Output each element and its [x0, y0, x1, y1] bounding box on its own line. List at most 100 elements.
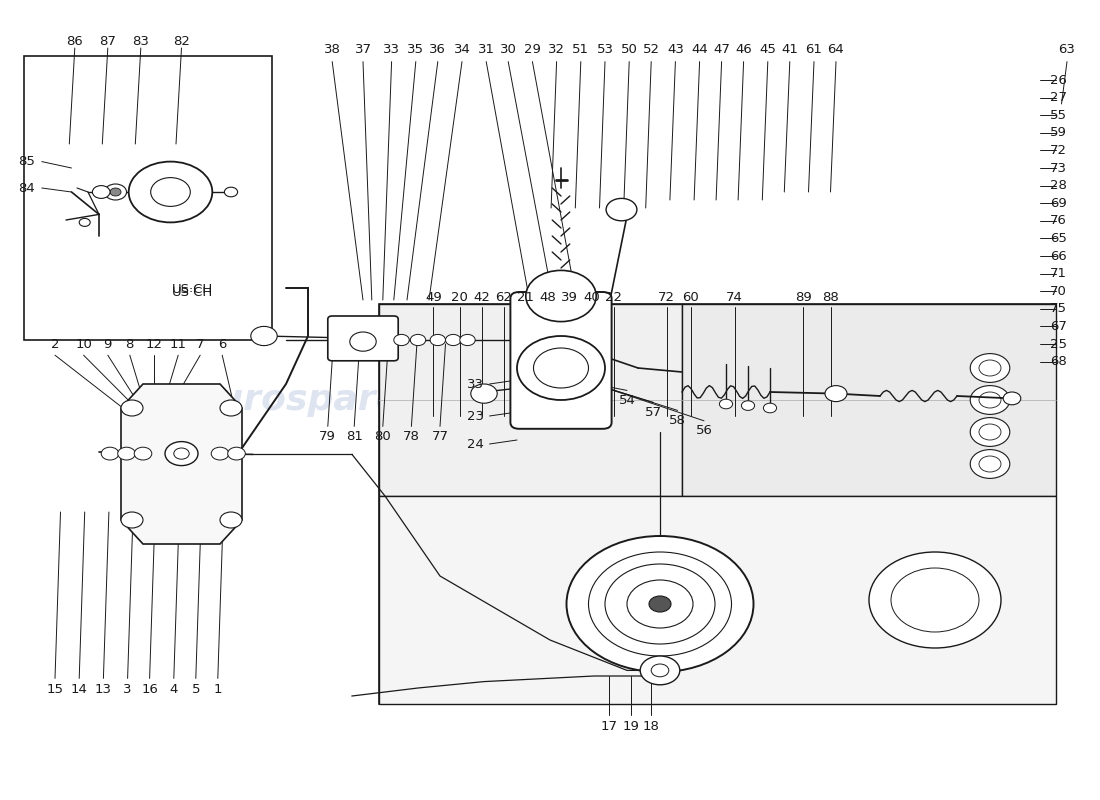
- Text: US·CH: US·CH: [172, 286, 213, 298]
- Text: 26: 26: [1050, 74, 1067, 86]
- Circle shape: [101, 447, 119, 460]
- Text: 9: 9: [103, 338, 112, 350]
- Circle shape: [651, 664, 669, 677]
- Circle shape: [446, 334, 461, 346]
- Circle shape: [979, 392, 1001, 408]
- Text: 2: 2: [51, 338, 59, 350]
- Text: 20: 20: [451, 291, 469, 304]
- Text: 57: 57: [645, 406, 662, 418]
- Text: 85: 85: [19, 155, 35, 168]
- Circle shape: [121, 400, 143, 416]
- Text: 49: 49: [425, 291, 442, 304]
- Text: 33: 33: [383, 43, 400, 56]
- Text: 43: 43: [667, 43, 684, 56]
- Text: 62: 62: [495, 291, 513, 304]
- Text: 47: 47: [713, 43, 730, 56]
- Text: 19: 19: [623, 720, 640, 733]
- Polygon shape: [379, 496, 1056, 704]
- Text: 81: 81: [345, 430, 363, 442]
- Text: 76: 76: [1050, 214, 1067, 227]
- Text: 11: 11: [169, 338, 187, 350]
- Text: 17: 17: [601, 720, 618, 733]
- Circle shape: [211, 447, 229, 460]
- Circle shape: [220, 512, 242, 528]
- Text: 1: 1: [213, 683, 222, 696]
- Circle shape: [970, 450, 1010, 478]
- Text: 12: 12: [145, 338, 163, 350]
- Circle shape: [118, 447, 135, 460]
- Circle shape: [410, 334, 426, 346]
- Text: 36: 36: [429, 43, 447, 56]
- Circle shape: [165, 442, 198, 466]
- Text: 7: 7: [196, 338, 205, 350]
- Polygon shape: [121, 384, 242, 544]
- Circle shape: [640, 656, 680, 685]
- Text: 55: 55: [1050, 109, 1067, 122]
- Text: 8: 8: [125, 338, 134, 350]
- Text: 39: 39: [561, 291, 579, 304]
- Text: 51: 51: [572, 43, 590, 56]
- Circle shape: [970, 418, 1010, 446]
- Text: 31: 31: [477, 43, 495, 56]
- Text: 66: 66: [1050, 250, 1067, 262]
- Circle shape: [869, 552, 1001, 648]
- Text: 48: 48: [539, 291, 557, 304]
- Text: 50: 50: [620, 43, 638, 56]
- Text: 60: 60: [682, 291, 700, 304]
- Text: 6: 6: [218, 338, 227, 350]
- Text: 24: 24: [468, 438, 484, 450]
- Text: 22: 22: [605, 291, 623, 304]
- Text: 25: 25: [1050, 338, 1067, 350]
- Circle shape: [129, 162, 212, 222]
- Circle shape: [220, 400, 242, 416]
- Circle shape: [719, 399, 733, 409]
- Text: 63: 63: [1058, 43, 1076, 56]
- Circle shape: [588, 552, 732, 656]
- Text: 38: 38: [323, 43, 341, 56]
- Text: 10: 10: [75, 338, 92, 350]
- Circle shape: [534, 348, 588, 388]
- Text: 30: 30: [499, 43, 517, 56]
- Text: 34: 34: [453, 43, 471, 56]
- Circle shape: [970, 354, 1010, 382]
- Circle shape: [92, 186, 110, 198]
- Text: 75: 75: [1050, 302, 1067, 315]
- Text: 73: 73: [1050, 162, 1067, 174]
- Circle shape: [526, 270, 596, 322]
- Text: 32: 32: [548, 43, 565, 56]
- Text: 4: 4: [169, 683, 178, 696]
- Text: 58: 58: [669, 414, 686, 426]
- Text: 23: 23: [468, 410, 484, 422]
- Text: 79: 79: [319, 430, 337, 442]
- Text: 87: 87: [99, 35, 117, 48]
- Text: 78: 78: [403, 430, 420, 442]
- Text: 33: 33: [468, 378, 484, 390]
- Text: 37: 37: [354, 43, 372, 56]
- Text: 88: 88: [822, 291, 839, 304]
- Text: 28: 28: [1050, 179, 1067, 192]
- Circle shape: [350, 332, 376, 351]
- Text: 40: 40: [583, 291, 601, 304]
- Circle shape: [605, 564, 715, 644]
- Circle shape: [649, 596, 671, 612]
- Circle shape: [763, 403, 777, 413]
- Circle shape: [110, 188, 121, 196]
- Text: 5: 5: [191, 683, 200, 696]
- Polygon shape: [379, 304, 682, 496]
- Text: 3: 3: [123, 683, 132, 696]
- Circle shape: [224, 187, 238, 197]
- Circle shape: [471, 384, 497, 403]
- Circle shape: [134, 447, 152, 460]
- Circle shape: [979, 456, 1001, 472]
- Circle shape: [891, 568, 979, 632]
- Text: 21: 21: [517, 291, 535, 304]
- Circle shape: [251, 326, 277, 346]
- Text: 71: 71: [1050, 267, 1067, 280]
- Polygon shape: [682, 304, 1056, 496]
- Circle shape: [741, 401, 755, 410]
- Text: 84: 84: [19, 182, 35, 194]
- Text: 64: 64: [827, 43, 845, 56]
- Circle shape: [566, 536, 754, 672]
- Text: US·CH: US·CH: [172, 283, 213, 296]
- Text: 45: 45: [759, 43, 777, 56]
